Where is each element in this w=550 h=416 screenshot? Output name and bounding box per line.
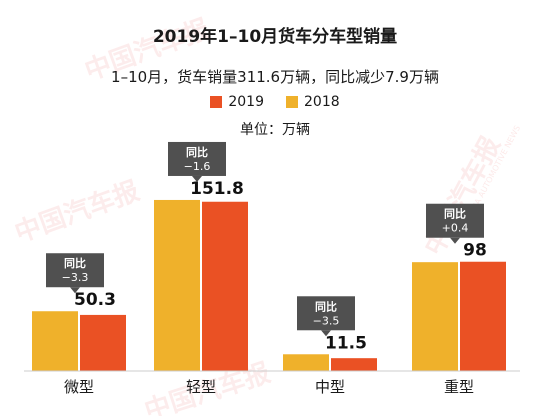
bar-2019 bbox=[202, 201, 248, 371]
category-label: 重型 bbox=[444, 378, 474, 396]
yoy-callout bbox=[168, 141, 226, 176]
yoy-callout-pointer bbox=[321, 330, 331, 337]
yoy-label: 同比 bbox=[64, 256, 86, 270]
watermark-logo: 中国汽车报 bbox=[11, 175, 144, 249]
yoy-callout-pointer bbox=[192, 175, 202, 182]
yoy-change: −1.6 bbox=[184, 160, 211, 173]
value-label: 11.5 bbox=[325, 333, 367, 353]
yoy-callout-pointer bbox=[70, 287, 80, 294]
bar-2018 bbox=[283, 354, 329, 371]
legend-label-2019: 2019 bbox=[228, 94, 264, 110]
legend-swatch-2018 bbox=[286, 96, 298, 108]
category-label: 中型 bbox=[315, 378, 345, 396]
chart-subtitle: 1–10月，货车销量311.6万辆，同比减少7.9万辆 bbox=[111, 68, 439, 86]
legend-swatch-2019 bbox=[210, 96, 223, 108]
value-label: 151.8 bbox=[190, 179, 244, 199]
yoy-callout bbox=[426, 203, 484, 238]
value-label: 98 bbox=[463, 241, 487, 261]
yoy-change: −3.5 bbox=[313, 314, 340, 327]
bar-2018 bbox=[412, 262, 458, 371]
yoy-change: +0.4 bbox=[442, 222, 469, 235]
yoy-callout-pointer bbox=[450, 237, 460, 244]
yoy-callout bbox=[297, 296, 355, 331]
yoy-change: −3.3 bbox=[62, 271, 89, 284]
legend-item-2018: 2018 bbox=[286, 94, 340, 110]
unit-label: 单位：万辆 bbox=[240, 122, 310, 138]
bar-2018 bbox=[154, 199, 200, 371]
legend-label-2018: 2018 bbox=[304, 94, 340, 110]
yoy-label: 同比 bbox=[444, 207, 466, 221]
bar-2019 bbox=[331, 358, 377, 371]
category-label: 轻型 bbox=[186, 378, 216, 396]
legend-item-2019: 2019 bbox=[210, 94, 264, 110]
value-label: 50.3 bbox=[74, 290, 116, 310]
yoy-callout bbox=[46, 253, 104, 288]
bar-2019 bbox=[460, 261, 506, 371]
yoy-label: 同比 bbox=[186, 145, 208, 159]
bar-2019 bbox=[80, 314, 126, 371]
legend: 2019 2018 bbox=[0, 94, 550, 110]
bar-2018 bbox=[32, 311, 78, 371]
chart-title: 2019年1–10月货车分车型销量 bbox=[152, 27, 398, 47]
yoy-label: 同比 bbox=[315, 299, 337, 313]
category-label: 微型 bbox=[64, 378, 94, 396]
